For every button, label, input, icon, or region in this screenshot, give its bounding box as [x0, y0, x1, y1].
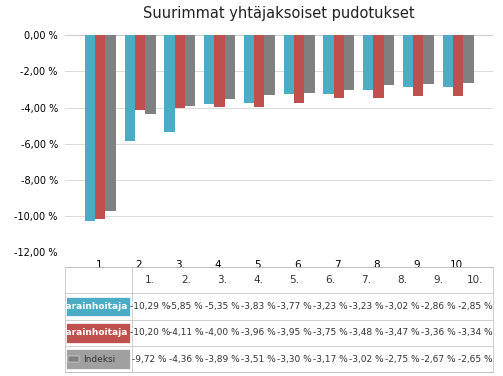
Text: -3,30 %: -3,30 % — [277, 355, 312, 364]
Text: 1.: 1. — [145, 275, 155, 285]
Text: -2,67 %: -2,67 % — [422, 355, 456, 364]
Text: -2,75 %: -2,75 % — [385, 355, 420, 364]
Bar — [68, 356, 79, 362]
Bar — [95, 35, 106, 220]
Text: 9.: 9. — [434, 275, 444, 285]
Bar — [333, 35, 344, 98]
Bar — [463, 35, 473, 83]
Bar — [185, 35, 195, 106]
Text: -3,02 %: -3,02 % — [385, 302, 420, 311]
Text: -3,17 %: -3,17 % — [313, 355, 348, 364]
Bar — [384, 35, 394, 85]
Text: -3,89 %: -3,89 % — [205, 355, 239, 364]
Text: -3,36 %: -3,36 % — [422, 328, 456, 337]
Text: -3,96 %: -3,96 % — [241, 328, 276, 337]
Text: -9,72 %: -9,72 % — [132, 355, 167, 364]
Bar — [244, 35, 254, 103]
Text: 4.: 4. — [253, 275, 263, 285]
Text: 3.: 3. — [217, 275, 227, 285]
Text: -4,36 %: -4,36 % — [169, 355, 203, 364]
Text: 6.: 6. — [325, 275, 336, 285]
Text: -3,77 %: -3,77 % — [277, 302, 312, 311]
Bar — [106, 35, 116, 211]
Bar — [135, 35, 145, 109]
Text: Varainhoitaja 2: Varainhoitaja 2 — [59, 302, 137, 311]
Bar — [373, 35, 384, 98]
Text: -5,85 %: -5,85 % — [169, 302, 203, 311]
Text: -3,02 %: -3,02 % — [349, 355, 384, 364]
Bar — [453, 35, 463, 96]
Bar — [323, 35, 333, 94]
Bar — [265, 35, 275, 95]
Bar — [294, 35, 304, 103]
Text: -5,35 %: -5,35 % — [205, 302, 239, 311]
Text: 8.: 8. — [397, 275, 407, 285]
Text: -3,51 %: -3,51 % — [241, 355, 276, 364]
Bar — [225, 35, 235, 99]
Bar — [443, 35, 453, 87]
Bar — [254, 35, 265, 107]
Text: -3,48 %: -3,48 % — [349, 328, 384, 337]
Bar — [66, 297, 130, 316]
Bar — [66, 349, 130, 369]
Text: -3,75 %: -3,75 % — [313, 328, 348, 337]
Text: 5.: 5. — [289, 275, 299, 285]
Bar — [125, 35, 135, 141]
Text: -10,29 %: -10,29 % — [130, 302, 170, 311]
Bar — [403, 35, 413, 87]
Bar — [413, 35, 424, 96]
Text: -10,20 %: -10,20 % — [130, 328, 170, 337]
Text: -4,11 %: -4,11 % — [169, 328, 203, 337]
Text: -3,23 %: -3,23 % — [349, 302, 384, 311]
Bar — [284, 35, 294, 94]
Bar — [214, 35, 225, 107]
Text: -2,86 %: -2,86 % — [422, 302, 456, 311]
Text: -3,83 %: -3,83 % — [241, 302, 276, 311]
Bar — [363, 35, 373, 90]
Bar — [145, 35, 155, 114]
Text: -2,65 %: -2,65 % — [458, 355, 492, 364]
Text: -3,34 %: -3,34 % — [458, 328, 492, 337]
Bar — [344, 35, 354, 90]
Text: -3,47 %: -3,47 % — [385, 328, 420, 337]
Bar — [304, 35, 314, 92]
Title: Suurimmat yhtäjaksoiset pudotukset: Suurimmat yhtäjaksoiset pudotukset — [143, 6, 415, 21]
Bar — [204, 35, 214, 105]
Bar — [164, 35, 175, 132]
Bar — [85, 35, 95, 221]
Text: 2.: 2. — [181, 275, 191, 285]
Text: -3,95 %: -3,95 % — [277, 328, 312, 337]
Text: -2,85 %: -2,85 % — [458, 302, 492, 311]
Bar — [424, 35, 434, 83]
Text: -3,23 %: -3,23 % — [313, 302, 348, 311]
Text: Indeksi: Indeksi — [83, 355, 116, 364]
Bar — [175, 35, 185, 108]
Text: 10.: 10. — [467, 275, 483, 285]
Text: -4,00 %: -4,00 % — [205, 328, 239, 337]
Bar — [66, 323, 130, 343]
Text: Varainhoitaja 1: Varainhoitaja 1 — [59, 328, 137, 337]
Text: 7.: 7. — [362, 275, 372, 285]
